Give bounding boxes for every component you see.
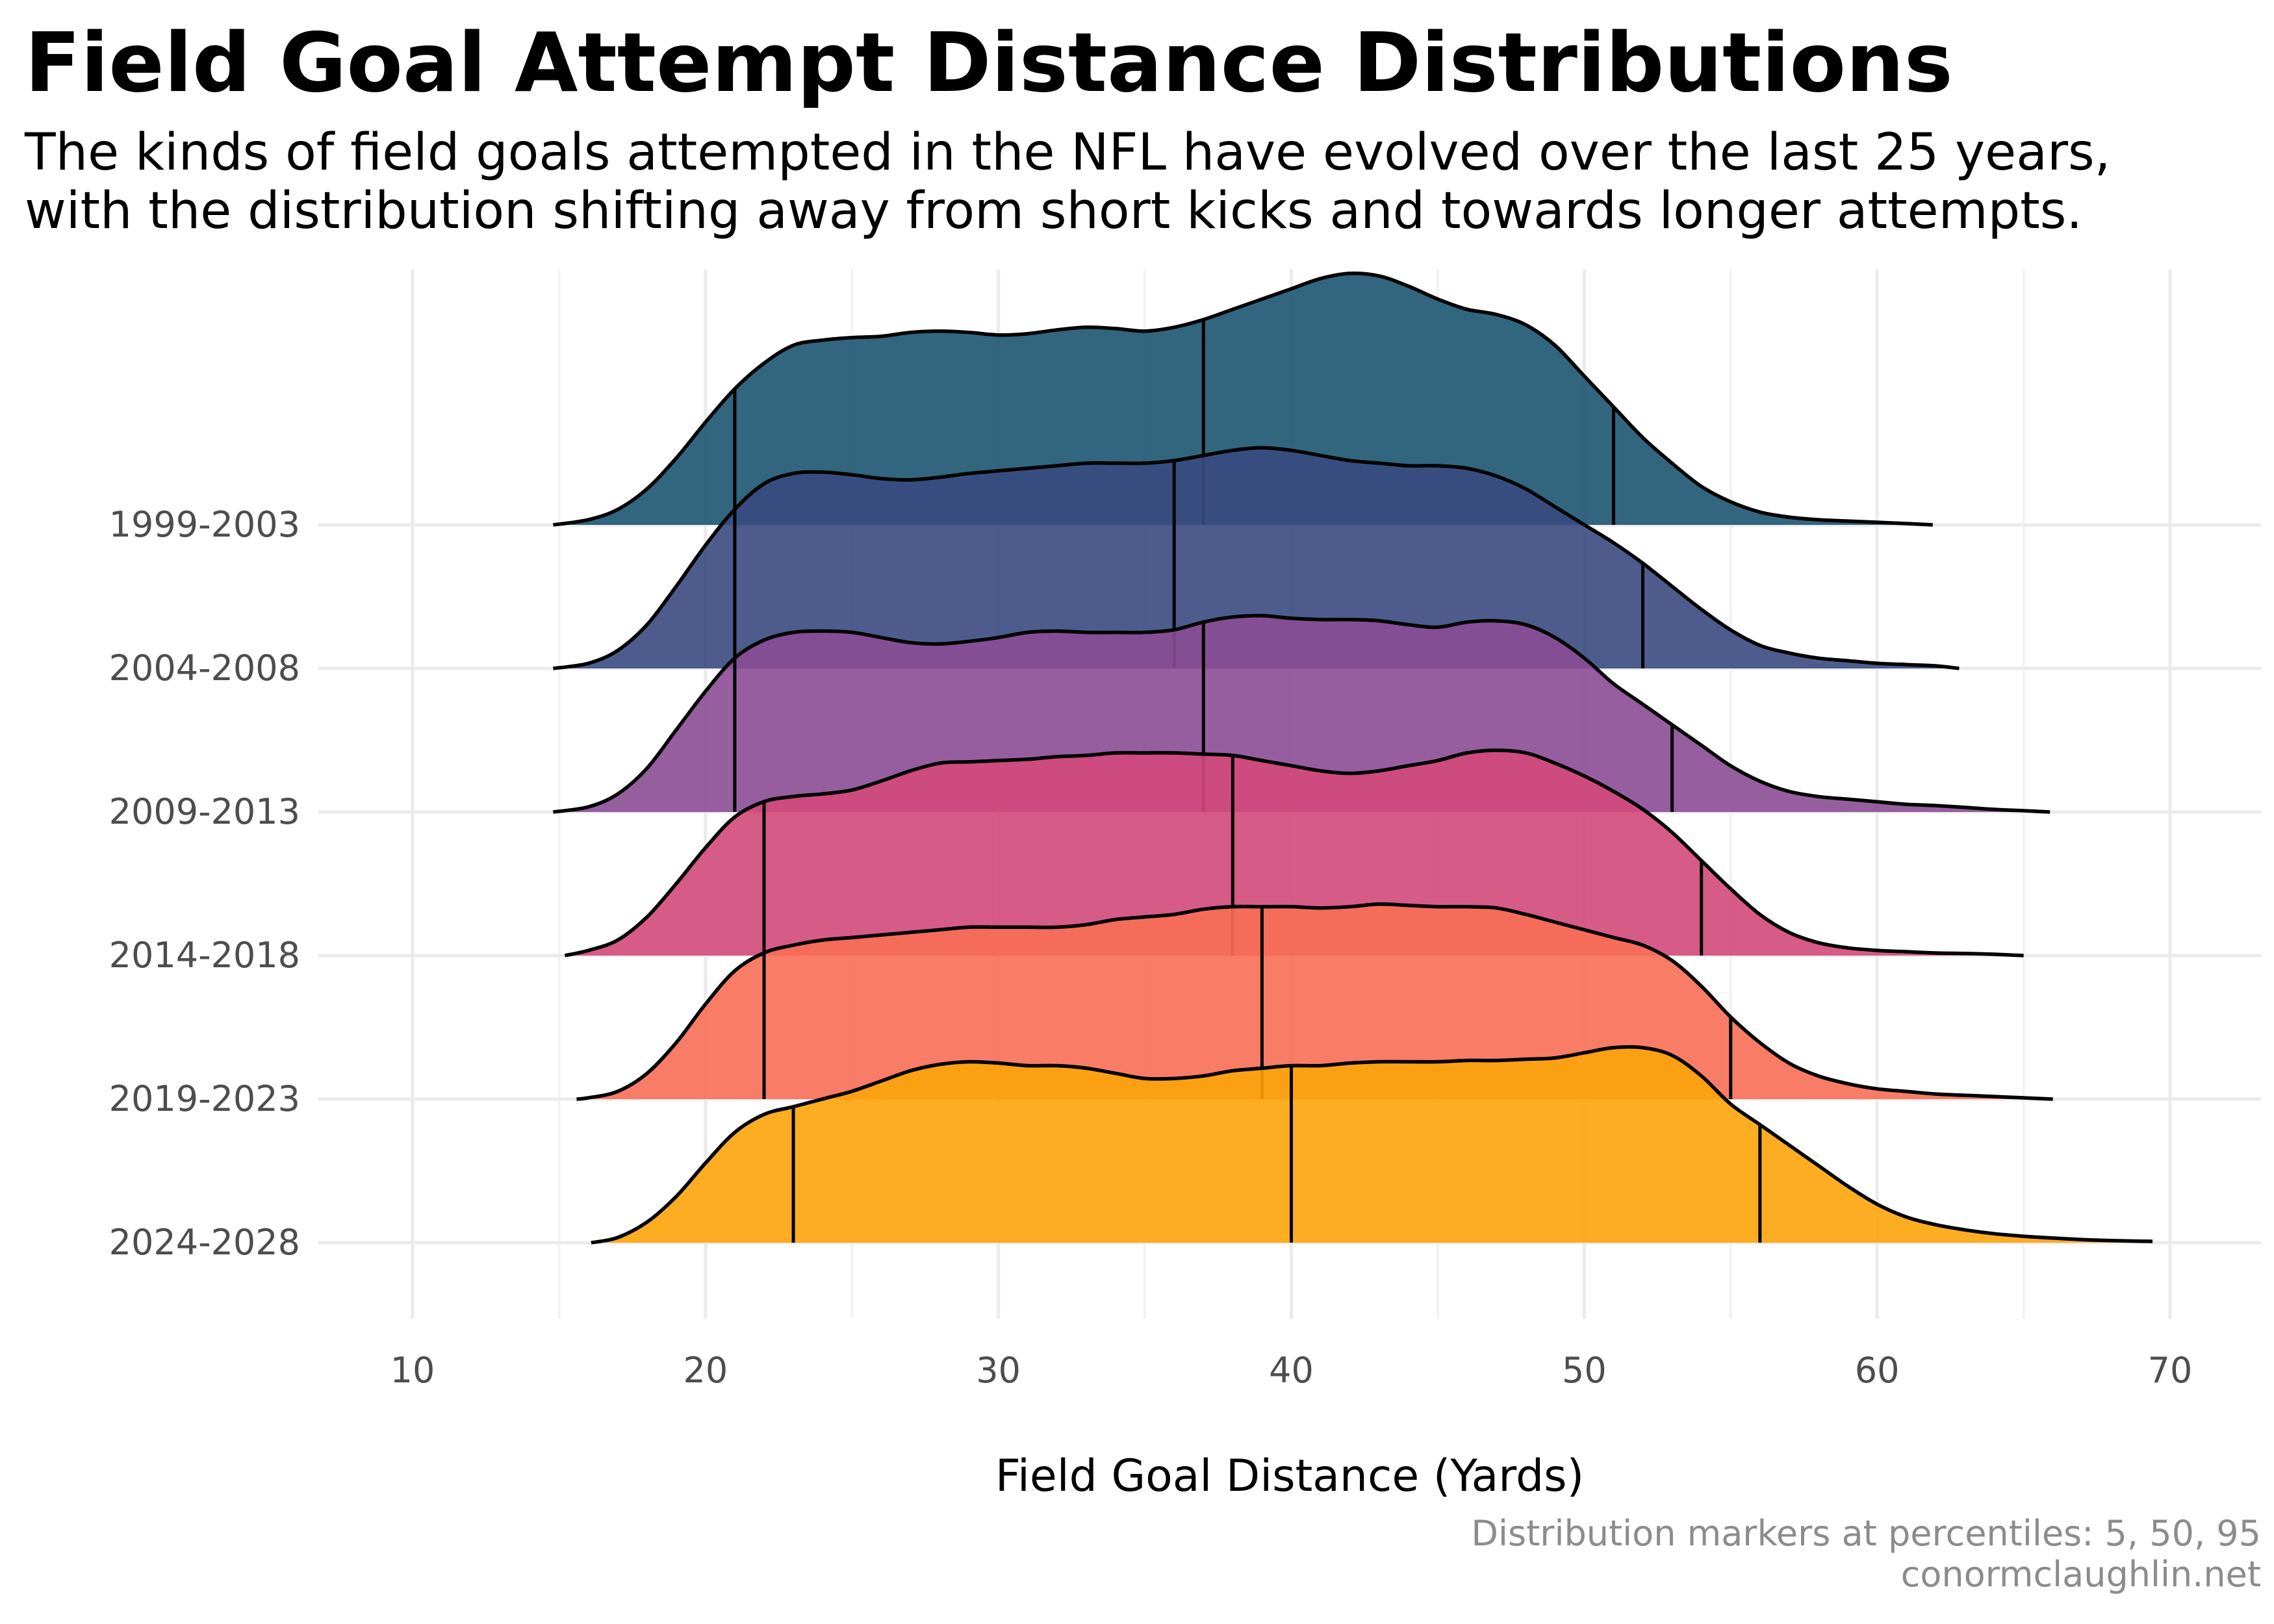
x-tick-label: 70	[2148, 1350, 2193, 1391]
chart-title: Field Goal Attempt Distance Distribution…	[25, 15, 1953, 110]
ridge-fill	[553, 273, 1933, 525]
ridge-fill	[576, 904, 2053, 1099]
ridge-2004-2008	[553, 446, 1960, 670]
y-tick-label: 2019-2023	[109, 1078, 300, 1119]
x-tick-label: 50	[1562, 1350, 1607, 1391]
ridge-fill	[565, 750, 2024, 956]
y-tick-label: 2014-2018	[109, 935, 300, 976]
ridge-outline	[564, 748, 2024, 958]
axis-layer: 1999-2003 2004-2008 2009-2013 2014-2018 2019…	[109, 504, 2193, 1391]
ridge-outline	[553, 446, 1960, 670]
x-tick-label: 60	[1855, 1350, 1900, 1391]
x-tick-label: 40	[1269, 1350, 1314, 1391]
caption-line-1: Distribution markers at percentiles: 5, …	[1471, 1513, 2261, 1554]
ridge-layer	[553, 271, 2153, 1245]
chart-caption: Distribution markers at percentiles: 5, …	[1471, 1513, 2261, 1595]
x-axis-title: Field Goal Distance (Yards)	[995, 1451, 1584, 1502]
ridge-outline	[553, 613, 2050, 814]
y-tick-label: 1999-2003	[109, 504, 300, 545]
x-tick-label: 30	[976, 1350, 1021, 1391]
ridge-outline	[576, 902, 2053, 1101]
y-tick-label: 2004-2008	[109, 648, 300, 689]
ridge-outline	[591, 1045, 2153, 1245]
ridge-fill	[591, 1047, 2153, 1243]
y-tick-label: 2024-2028	[109, 1222, 300, 1263]
x-tick-label: 20	[683, 1350, 728, 1391]
chart-subtitle: The kinds of field goals attempted in th…	[25, 123, 2110, 241]
subtitle-line-1: The kinds of field goals attempted in th…	[25, 123, 2111, 182]
ridge-fill	[553, 448, 1960, 668]
x-tick-label: 10	[390, 1350, 435, 1391]
ridge-fill	[553, 615, 2050, 812]
ridge-outline	[553, 271, 1933, 527]
caption-line-2: conormclaughlin.net	[1900, 1553, 2261, 1595]
ridge-2014-2018	[564, 748, 2024, 958]
y-tick-label: 2009-2013	[109, 791, 300, 832]
subtitle-line-2: with the distribution shifting away from…	[25, 182, 2083, 241]
ridge-2024-2028	[591, 1045, 2153, 1245]
